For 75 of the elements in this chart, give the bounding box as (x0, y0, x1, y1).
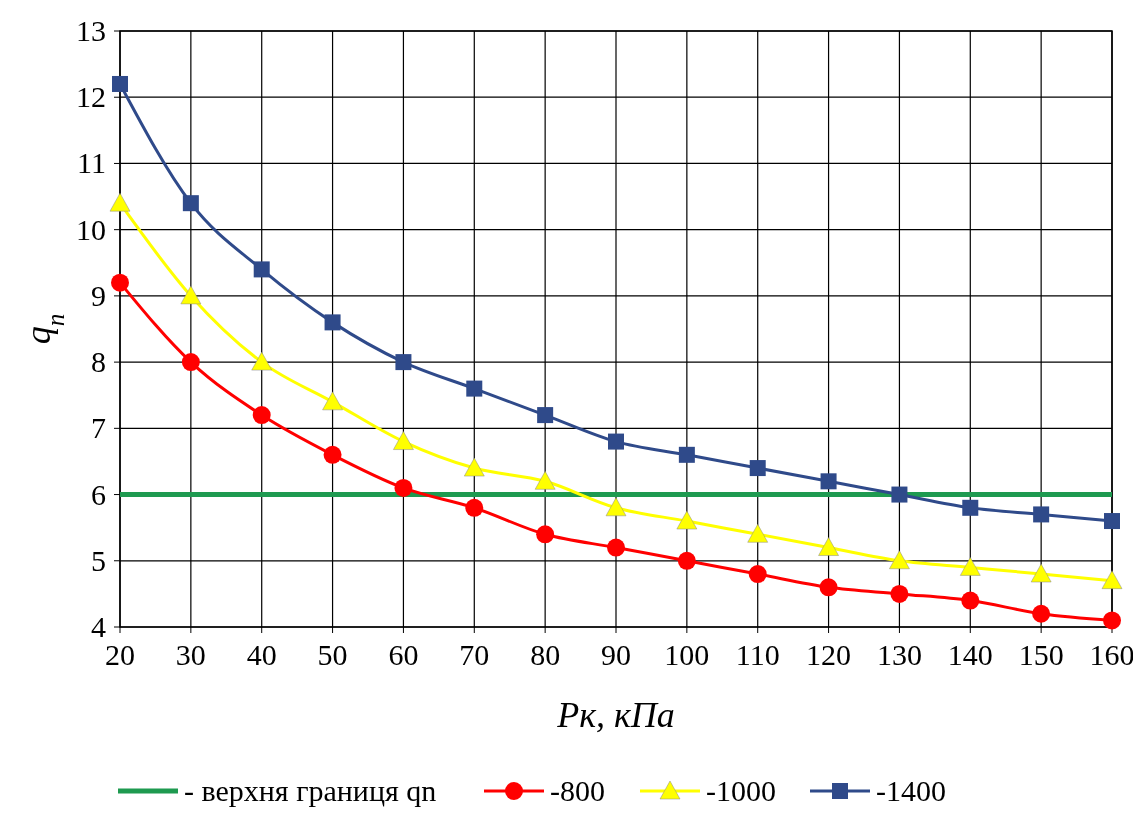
point (607, 538, 625, 557)
y-tick-label: 9 (91, 278, 106, 312)
point (322, 391, 343, 411)
point (891, 486, 908, 503)
y-tick-label: 8 (91, 345, 106, 379)
point (819, 578, 838, 597)
legend-label: -1400 (876, 774, 946, 807)
point (534, 471, 556, 490)
point (890, 584, 909, 603)
point (1103, 611, 1121, 630)
point (676, 510, 698, 530)
point (605, 497, 627, 517)
point (109, 192, 131, 212)
point (181, 353, 200, 372)
y-tick-label: 13 (76, 14, 106, 47)
point (889, 550, 910, 570)
point (252, 406, 271, 425)
point (180, 285, 202, 305)
point (1032, 604, 1051, 623)
point (1030, 563, 1052, 583)
legend-label: -800 (550, 774, 605, 807)
x-tick-label: 50 (317, 638, 348, 671)
point (820, 473, 837, 490)
point (536, 525, 555, 544)
x-tick-label: 40 (246, 638, 277, 671)
y-tick-label: 4 (91, 610, 106, 643)
point (537, 407, 554, 424)
point (182, 195, 199, 212)
point (464, 457, 485, 477)
point (961, 591, 980, 610)
point (747, 524, 768, 543)
x-tick-label: 120 (806, 638, 852, 671)
point (678, 446, 695, 463)
point (818, 537, 839, 556)
point (393, 431, 414, 450)
x-tick-label: 160 (1089, 638, 1135, 671)
point (465, 498, 484, 517)
x-tick-label: 60 (388, 638, 419, 671)
point (394, 478, 413, 497)
legend-label: -1000 (706, 774, 776, 807)
x-tick-label: 110 (735, 638, 780, 671)
x-tick-label: 140 (947, 638, 993, 671)
y-tick-label: 5 (91, 543, 106, 577)
x-tick-label: 70 (459, 638, 490, 671)
point (395, 354, 412, 371)
point (1101, 570, 1123, 589)
y-tick-label: 10 (76, 212, 106, 246)
x-axis-title: Рк, кПа (556, 695, 675, 735)
point (1104, 513, 1120, 530)
point (324, 314, 341, 331)
point (323, 445, 342, 464)
point (677, 551, 696, 570)
point (111, 273, 129, 292)
point (962, 499, 979, 516)
x-tick-label: 30 (175, 638, 206, 671)
x-tick-label: 100 (664, 638, 710, 671)
x-tick-label: 150 (1018, 638, 1064, 671)
point (112, 75, 128, 92)
point (748, 565, 767, 584)
point (251, 351, 272, 371)
point (1033, 506, 1050, 523)
x-tick-label: 80 (530, 638, 561, 671)
point (749, 460, 766, 477)
point (960, 557, 981, 576)
point (253, 261, 270, 278)
y-tick-label: 7 (91, 411, 106, 445)
point (466, 380, 483, 397)
y-tick-label: 12 (76, 80, 106, 114)
legend-label: - верхня границя qn (184, 774, 437, 807)
x-tick-label: 130 (876, 638, 922, 671)
y-tick-label: 11 (77, 146, 106, 180)
point (608, 433, 624, 450)
y-tick-label: 6 (91, 477, 106, 511)
x-tick-label: 90 (601, 638, 631, 671)
x-tick-label: 20 (105, 638, 135, 671)
